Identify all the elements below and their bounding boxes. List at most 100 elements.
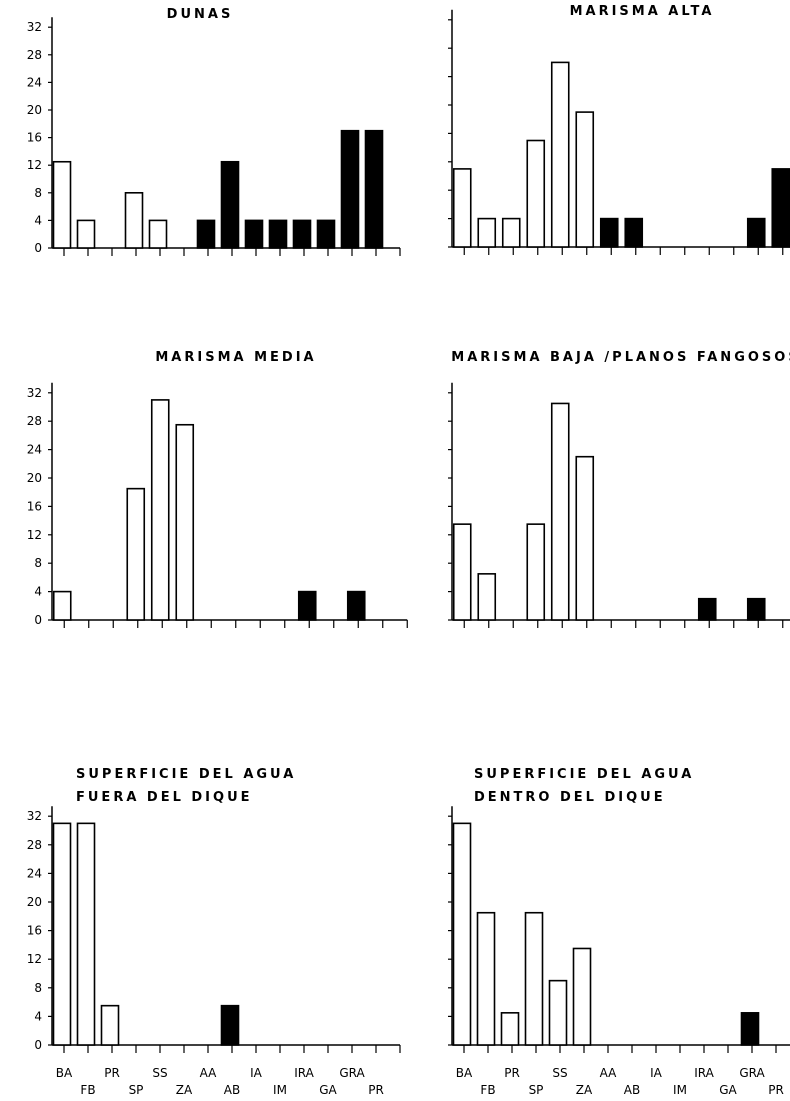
bar-ba [452,523,472,621]
bar-za [175,423,195,621]
bar-pr [364,129,384,249]
y-tick-label: 0 [34,1038,42,1052]
y-tick-label: 8 [34,981,42,995]
bar-fb [477,573,497,621]
bar-ss [148,219,168,249]
bar-gra [740,1012,760,1046]
bar-ss [550,402,570,621]
bar-ss [150,399,170,621]
x-tick-label: IM [273,1083,287,1097]
bar-im [268,219,288,249]
x-tick-label: IRA [694,1066,714,1080]
y-tick-label: 16 [27,131,42,145]
bar-aa [599,217,619,248]
x-tick-label: BA [56,1066,73,1080]
x-tick-label: SS [552,1066,567,1080]
y-tick-label: 8 [34,186,42,200]
y-tick-label: 12 [27,528,42,542]
y-tick-label: 28 [27,48,42,62]
chart-title: MARISMA MEDIA [155,350,316,365]
bar-sp [124,192,144,249]
bar-ba [52,160,72,249]
y-tick-label: 12 [27,158,42,172]
bar-gra [340,129,360,249]
x-tick-label: ZA [176,1083,193,1097]
chart-title: SUPERFICIE DEL AGUA [76,767,296,782]
bar-ira [697,597,717,621]
x-tick-label: FB [480,1083,495,1097]
bar-ss [548,979,568,1046]
bar-aa [196,219,216,249]
bar-pr [501,217,521,248]
bar-ira [292,219,312,249]
x-tick-label: SS [152,1066,167,1080]
bar-fb [476,911,496,1046]
bar-fb [477,217,497,248]
bar-ba [52,590,72,621]
bar-gra [346,590,366,621]
bar-ba [452,822,472,1046]
x-tick-label: GA [719,1083,737,1097]
y-tick-label: 12 [27,952,42,966]
y-tick-label: 32 [27,809,42,823]
x-tick-label: AB [224,1083,240,1097]
y-tick-label: 20 [27,895,42,909]
y-tick-label: 0 [34,241,42,255]
x-tick-label: PR [104,1066,120,1080]
x-tick-label: IA [250,1066,263,1080]
bar-pr [100,1004,120,1046]
x-tick-label: AB [624,1083,640,1097]
chart-title: MARISMA BAJA /PLANOS FANGOSOS [451,350,790,365]
x-tick-label: PR [504,1066,520,1080]
chart-title: DUNAS [167,7,234,22]
chart-title: FUERA DEL DIQUE [76,790,253,805]
bar-ab [624,217,644,248]
y-tick-label: 24 [27,443,42,457]
x-tick-label: PR [368,1083,384,1097]
x-tick-label: IA [650,1066,663,1080]
bar-sp [526,523,546,621]
bar-sp [524,911,544,1046]
bar-ba [452,168,472,248]
bar-za [575,111,595,248]
x-tick-label: FB [80,1083,95,1097]
bar-pr [500,1012,520,1046]
y-tick-label: 8 [34,556,42,570]
x-tick-label: IM [673,1083,687,1097]
x-tick-label: PR [768,1083,784,1097]
bar-pr [771,168,790,248]
bar-sp [526,139,546,248]
bar-ba [52,822,72,1046]
x-tick-label: GRA [739,1066,765,1080]
x-tick-label: SP [129,1083,144,1097]
x-tick-label: GRA [339,1066,365,1080]
bar-gra [746,217,766,248]
y-tick-label: 20 [27,103,42,117]
x-tick-label: GA [319,1083,337,1097]
bar-ab [220,1004,240,1046]
bar-ga [316,219,336,249]
bar-gra [746,597,766,621]
y-tick-label: 20 [27,471,42,485]
y-tick-label: 16 [27,499,42,513]
bar-ss [550,61,570,248]
chart-title: SUPERFICIE DEL AGUA [474,767,694,782]
x-tick-label: SP [529,1083,544,1097]
chart-title: MARISMA ALTA [570,4,715,19]
bar-ia [244,219,264,249]
x-tick-label: IRA [294,1066,314,1080]
y-tick-label: 16 [27,924,42,938]
bar-ab [220,160,240,249]
y-tick-label: 24 [27,75,42,89]
y-tick-label: 28 [27,838,42,852]
bar-sp [126,487,146,621]
y-tick-label: 32 [27,20,42,34]
bar-za [572,947,592,1046]
y-tick-label: 32 [27,386,42,400]
x-tick-label: ZA [576,1083,593,1097]
bar-ira [297,590,317,621]
y-tick-label: 4 [34,585,42,599]
bar-za [575,455,595,621]
bar-fb [76,822,96,1046]
